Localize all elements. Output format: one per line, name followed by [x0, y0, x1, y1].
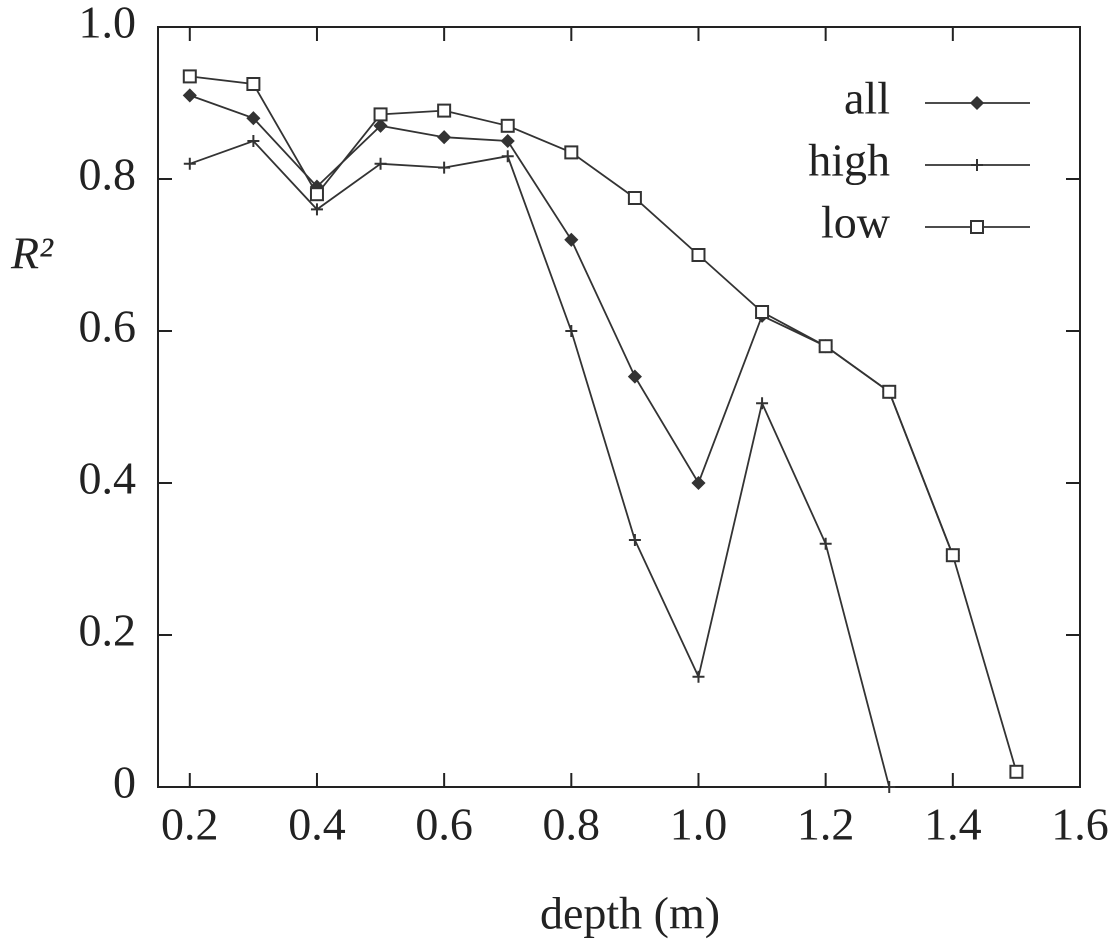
marker-plus: [438, 161, 451, 174]
y-tick-label: 0.2: [79, 605, 137, 656]
marker-square: [182, 69, 197, 84]
marker-plus: [692, 670, 705, 683]
x-tick-label: 1.2: [797, 799, 855, 850]
marker-diamond: [691, 475, 706, 491]
marker-diamond: [246, 111, 261, 126]
plot-frame: [157, 26, 1081, 788]
x-axis-label: depth (m): [540, 888, 720, 939]
marker-square: [500, 118, 515, 133]
marker-square: [970, 220, 984, 234]
marker-diamond: [627, 369, 642, 384]
legend-label: all: [844, 73, 890, 124]
y-tick-label: 0.8: [79, 149, 137, 200]
x-tick-label: 0.2: [161, 799, 219, 850]
x-tick-label: 1.4: [924, 799, 982, 850]
marker-plus: [971, 159, 983, 171]
marker-square: [246, 77, 261, 91]
marker-square: [818, 339, 833, 354]
marker-plus: [756, 397, 769, 410]
marker-plus: [310, 203, 323, 216]
series-line: [189, 75, 1018, 773]
marker-square: [627, 191, 642, 205]
marker-diamond: [182, 88, 197, 103]
marker-plus: [819, 537, 832, 550]
marker-plus: [883, 781, 896, 793]
marker-square: [755, 305, 770, 319]
marker-diamond: [500, 133, 515, 149]
marker-square: [373, 107, 388, 122]
marker-diamond: [373, 118, 388, 133]
marker-square: [437, 103, 452, 118]
marker-square: [564, 145, 579, 160]
marker-diamond: [969, 95, 985, 111]
y-tick-label: 0: [113, 757, 136, 808]
x-tick-label: 0.6: [415, 799, 473, 850]
marker-square: [691, 248, 706, 262]
x-tick-label: 1.0: [670, 799, 728, 850]
marker-plus: [628, 534, 641, 546]
marker-square: [1009, 764, 1024, 779]
y-tick-label: 0.4: [79, 453, 137, 504]
y-tick-label: 1.0: [79, 0, 137, 48]
marker-square: [882, 384, 897, 399]
x-tick-label: 1.6: [1051, 799, 1109, 850]
x-tick-label: 0.8: [543, 799, 601, 850]
marker-plus: [565, 325, 578, 337]
marker-plus: [247, 135, 260, 147]
marker-plus: [374, 157, 387, 170]
x-tick-label: 0.4: [288, 799, 346, 850]
series-line: [189, 139, 891, 788]
marker-square: [309, 187, 324, 202]
marker-plus: [183, 157, 196, 170]
legend-label: high: [808, 135, 890, 186]
y-axis-label: R²: [10, 228, 54, 279]
marker-plus: [501, 150, 514, 163]
y-tick-label: 0.6: [79, 301, 137, 352]
marker-diamond: [564, 232, 579, 247]
marker-diamond: [437, 130, 452, 145]
legend-label: low: [821, 197, 891, 248]
marker-square: [945, 548, 960, 563]
